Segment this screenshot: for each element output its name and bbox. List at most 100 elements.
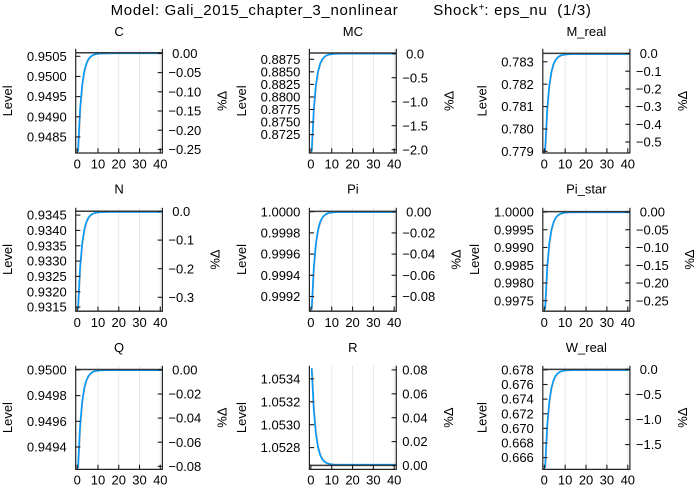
svg-text:0.8850: 0.8850 [261,64,301,79]
svg-text:0.9340: 0.9340 [27,223,67,238]
svg-text:30: 30 [600,315,614,330]
svg-text:−0.15: −0.15 [168,104,201,119]
svg-text:−0.04: −0.04 [168,411,201,426]
svg-text:0.04: 0.04 [402,410,427,425]
svg-text:40: 40 [153,473,167,488]
svg-text:20: 20 [112,315,126,330]
svg-text:−0.06: −0.06 [402,268,435,283]
svg-text:0.9498: 0.9498 [27,388,67,403]
svg-text:0: 0 [307,315,314,330]
svg-text:Pi: Pi [347,181,359,196]
svg-text:0.9496: 0.9496 [27,414,67,429]
svg-text:0.9990: 0.9990 [494,240,534,255]
svg-text:0.676: 0.676 [501,377,534,392]
svg-text:0.670: 0.670 [501,421,534,436]
svg-text:0.672: 0.672 [501,406,534,421]
svg-text:−0.20: −0.20 [168,123,201,138]
svg-text:−0.05: −0.05 [168,65,201,80]
svg-text:30: 30 [366,473,380,488]
svg-text:0.9330: 0.9330 [27,254,67,269]
svg-text:0.781: 0.781 [501,99,534,114]
svg-text:0.9320: 0.9320 [27,284,67,299]
svg-text:0.8825: 0.8825 [261,77,301,92]
svg-text:%Δ: %Δ [449,249,464,270]
svg-text:40: 40 [153,315,167,330]
svg-text:0.9994: 0.9994 [261,268,301,283]
svg-text:20: 20 [579,156,593,171]
svg-text:0.00: 0.00 [402,458,427,473]
svg-text:−0.3: −0.3 [168,290,194,305]
svg-text:−0.5: −0.5 [636,135,662,150]
svg-text:0.02: 0.02 [402,434,427,449]
svg-text:10: 10 [558,156,572,171]
svg-text:10: 10 [324,473,338,488]
svg-text:0: 0 [541,156,548,171]
svg-text:0: 0 [541,473,548,488]
svg-text:20: 20 [579,315,593,330]
svg-text:0: 0 [307,473,314,488]
svg-text:0.0: 0.0 [406,46,424,61]
svg-text:0.0: 0.0 [640,46,658,61]
svg-text:0.783: 0.783 [501,54,534,69]
svg-text:0.8775: 0.8775 [261,102,301,117]
svg-text:0.9500: 0.9500 [27,363,67,378]
svg-text:0.780: 0.780 [501,122,534,137]
svg-text:Level: Level [0,402,15,433]
svg-text:0: 0 [74,156,81,171]
svg-text:W_real: W_real [566,340,607,355]
svg-text:0.8875: 0.8875 [261,52,301,67]
svg-text:0.9495: 0.9495 [27,89,67,104]
svg-text:0.9992: 0.9992 [261,289,301,304]
svg-text:40: 40 [621,156,635,171]
svg-text:20: 20 [579,473,593,488]
svg-text:0.9490: 0.9490 [27,109,67,124]
svg-text:−0.02: −0.02 [168,387,201,402]
svg-text:30: 30 [366,156,380,171]
svg-text:−0.05: −0.05 [636,222,669,237]
svg-text:−0.02: −0.02 [402,226,435,241]
svg-text:20: 20 [345,473,359,488]
svg-text:1.0534: 1.0534 [261,372,301,387]
svg-text:−0.10: −0.10 [636,240,669,255]
svg-text:0.9998: 0.9998 [261,226,301,241]
svg-text:Level: Level [467,244,482,275]
svg-text:20: 20 [345,156,359,171]
svg-text:%Δ: %Δ [441,90,456,111]
svg-text:30: 30 [132,315,146,330]
svg-text:0: 0 [74,473,81,488]
svg-text:0.9505: 0.9505 [27,49,67,64]
svg-text:0.668: 0.668 [501,436,534,451]
svg-text:−1.0: −1.0 [402,94,428,109]
svg-text:%Δ: %Δ [207,249,222,270]
svg-text:0.9494: 0.9494 [27,440,67,455]
svg-text:−0.25: −0.25 [636,293,669,308]
svg-text:0.8725: 0.8725 [261,127,301,142]
svg-text:10: 10 [558,315,572,330]
svg-text:−0.10: −0.10 [168,84,201,99]
svg-text:N: N [114,181,123,196]
svg-text:%Δ: %Δ [215,90,230,111]
svg-text:0.9345: 0.9345 [27,208,67,223]
svg-text:−0.5: −0.5 [636,387,662,402]
svg-text:0.9996: 0.9996 [261,247,301,262]
svg-text:−0.1: −0.1 [168,233,194,248]
svg-text:R: R [348,340,357,355]
svg-text:0.678: 0.678 [501,363,534,378]
svg-text:−2.0: −2.0 [402,142,428,157]
svg-text:1.0532: 1.0532 [261,394,301,409]
svg-text:Level: Level [475,85,490,116]
svg-text:Level: Level [234,244,249,275]
svg-text:0.674: 0.674 [501,392,534,407]
svg-text:0.9985: 0.9985 [494,258,534,273]
svg-text:−0.5: −0.5 [402,70,428,85]
svg-text:20: 20 [112,156,126,171]
svg-text:−1.5: −1.5 [402,118,428,133]
svg-text:0.782: 0.782 [501,77,534,92]
svg-text:−0.2: −0.2 [636,82,662,97]
svg-text:Pi_star: Pi_star [566,181,607,196]
svg-text:10: 10 [324,315,338,330]
svg-text:0.9500: 0.9500 [27,69,67,84]
svg-text:Level: Level [0,85,15,116]
svg-text:−0.08: −0.08 [402,289,435,304]
svg-text:0.0: 0.0 [172,204,190,219]
